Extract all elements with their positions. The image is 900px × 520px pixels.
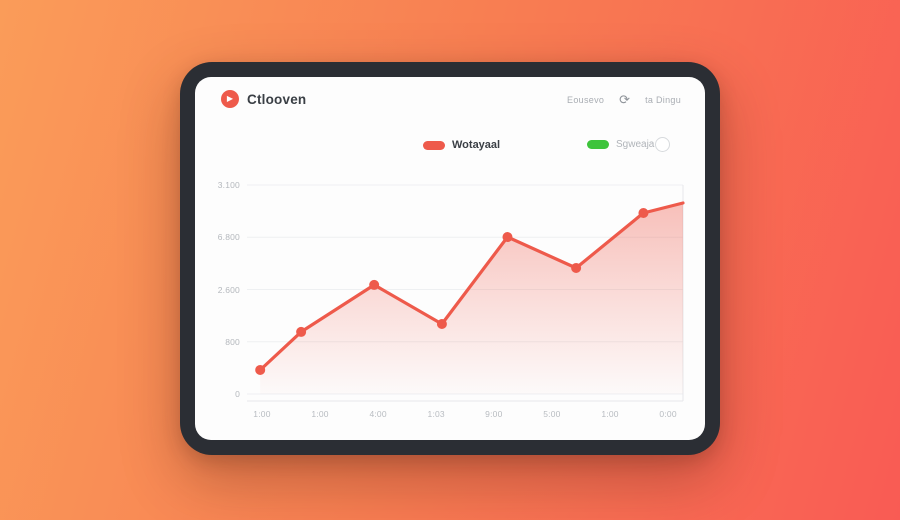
legend-item-series1[interactable]: Wotayaal: [423, 139, 500, 151]
x-axis-label: 9:00: [485, 409, 503, 419]
line-chart: 3.100 6.800 2.600 800 0 1:00 1:00 4:00 1:03 9:00…: [218, 180, 687, 419]
menu-item-1[interactable]: Eousevo: [567, 94, 605, 105]
app-logo: ▶ Ctlooven: [221, 90, 306, 108]
series2-label: Sgweaja: [616, 139, 655, 150]
logo-glyph: ▶: [226, 94, 234, 103]
header-menu: Eousevo ⟳ ta Dingu: [567, 93, 681, 106]
series1-label: Wotayaal: [452, 139, 501, 151]
x-axis-label: 1:00: [601, 409, 619, 419]
x-axis-label: 4:00: [369, 409, 387, 419]
y-axis-label: 6.800: [217, 232, 240, 243]
legend-toggle-circle[interactable]: [655, 137, 670, 152]
x-axis-label: 1:00: [311, 409, 329, 419]
x-axis-label: 1:03: [427, 409, 445, 419]
tablet-device: ▶ Ctlooven Eousevo ⟳ ta Dingu Wotayaal S…: [180, 62, 720, 455]
series1-swatch: [423, 140, 445, 150]
refresh-icon[interactable]: ⟳: [619, 92, 631, 107]
x-axis-labels: 1:00 1:00 4:00 1:03 9:00 5:00 1:00 0:00: [247, 409, 687, 423]
legend-item-series2[interactable]: Sgweaja: [587, 139, 654, 150]
app-title: Ctlooven: [247, 91, 307, 107]
app-screen: ▶ Ctlooven Eousevo ⟳ ta Dingu Wotayaal S…: [195, 77, 705, 440]
logo-icon: ▶: [221, 90, 239, 108]
menu-item-2[interactable]: ta Dingu: [645, 94, 681, 105]
chart-svg: [247, 184, 685, 402]
x-axis-label: 1:00: [253, 409, 271, 419]
y-axis-label: 3.100: [217, 179, 240, 190]
x-axis-label: 5:00: [543, 409, 561, 419]
y-axis-label: 800: [225, 336, 240, 347]
x-axis-label: 0:00: [659, 409, 677, 419]
series2-swatch: [587, 140, 609, 149]
y-axis-label: 0: [235, 389, 240, 399]
y-axis-label: 2.600: [217, 284, 240, 295]
